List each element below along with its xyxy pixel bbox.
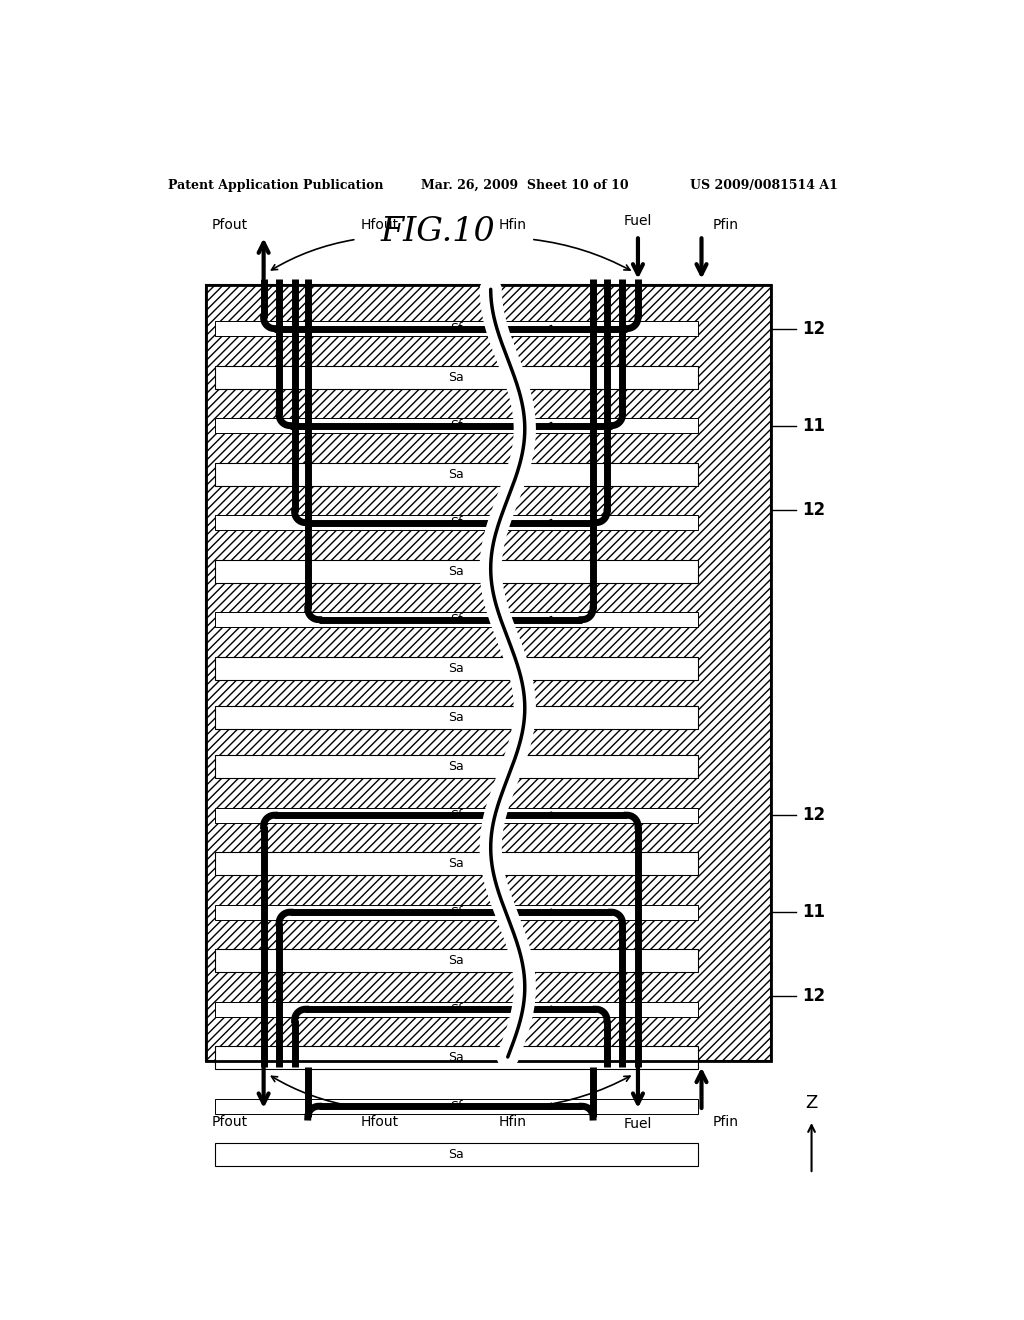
Text: Hfin: Hfin — [499, 1114, 527, 1129]
Text: Hfin: Hfin — [499, 218, 527, 231]
Text: Pfin: Pfin — [713, 218, 739, 231]
Text: Pfout: Pfout — [212, 218, 248, 231]
Bar — [215, 853, 697, 875]
Bar — [215, 418, 697, 433]
Bar — [215, 612, 697, 627]
Text: Sa: Sa — [449, 1051, 464, 1064]
Text: Sf: Sf — [450, 322, 463, 335]
Bar — [215, 1143, 697, 1167]
Bar — [215, 462, 697, 486]
Text: Sa: Sa — [449, 371, 464, 384]
Text: Sf: Sf — [450, 612, 463, 626]
Text: Hfout: Hfout — [360, 1114, 398, 1129]
Bar — [215, 755, 697, 779]
Text: Pfout: Pfout — [212, 1114, 248, 1129]
Text: 12: 12 — [802, 987, 825, 1005]
Text: 11: 11 — [802, 417, 825, 434]
Text: Mar. 26, 2009  Sheet 10 of 10: Mar. 26, 2009 Sheet 10 of 10 — [421, 178, 629, 191]
Text: Z: Z — [806, 1094, 818, 1113]
Text: Pfin: Pfin — [713, 1114, 739, 1129]
Bar — [215, 808, 697, 822]
Text: 11: 11 — [802, 903, 825, 921]
Bar — [215, 706, 697, 729]
Text: Fuel: Fuel — [624, 1117, 652, 1131]
Text: 12: 12 — [802, 319, 825, 338]
Bar — [215, 656, 697, 680]
Bar — [215, 1047, 697, 1069]
Text: Sf: Sf — [450, 1003, 463, 1016]
Text: Sa: Sa — [449, 857, 464, 870]
Text: Fuel: Fuel — [624, 214, 652, 227]
Text: US 2009/0081514 A1: US 2009/0081514 A1 — [689, 178, 838, 191]
Text: Sa: Sa — [449, 954, 464, 968]
Text: Sa: Sa — [449, 760, 464, 774]
Bar — [206, 285, 771, 1061]
Text: 12: 12 — [802, 807, 825, 824]
Text: Sa: Sa — [449, 467, 464, 480]
Text: Sa: Sa — [449, 711, 464, 723]
Bar — [215, 1098, 697, 1114]
Bar — [215, 321, 697, 337]
Text: 12: 12 — [802, 500, 825, 519]
Text: Sf: Sf — [450, 418, 463, 432]
Bar — [215, 560, 697, 582]
Bar — [215, 366, 697, 388]
Bar — [215, 515, 697, 531]
Text: Hfout: Hfout — [360, 218, 398, 231]
Text: Sa: Sa — [449, 661, 464, 675]
Text: Sf: Sf — [450, 1100, 463, 1113]
Text: Patent Application Publication: Patent Application Publication — [168, 178, 383, 191]
Text: Sa: Sa — [449, 1148, 464, 1162]
Bar — [215, 904, 697, 920]
Bar — [215, 949, 697, 973]
Text: Sf: Sf — [450, 516, 463, 529]
Text: Sa: Sa — [449, 565, 464, 578]
Bar — [215, 1002, 697, 1016]
Text: FIG.10: FIG.10 — [381, 215, 496, 248]
Bar — [206, 285, 771, 1061]
Text: Sf: Sf — [450, 809, 463, 822]
Text: Sf: Sf — [450, 906, 463, 919]
